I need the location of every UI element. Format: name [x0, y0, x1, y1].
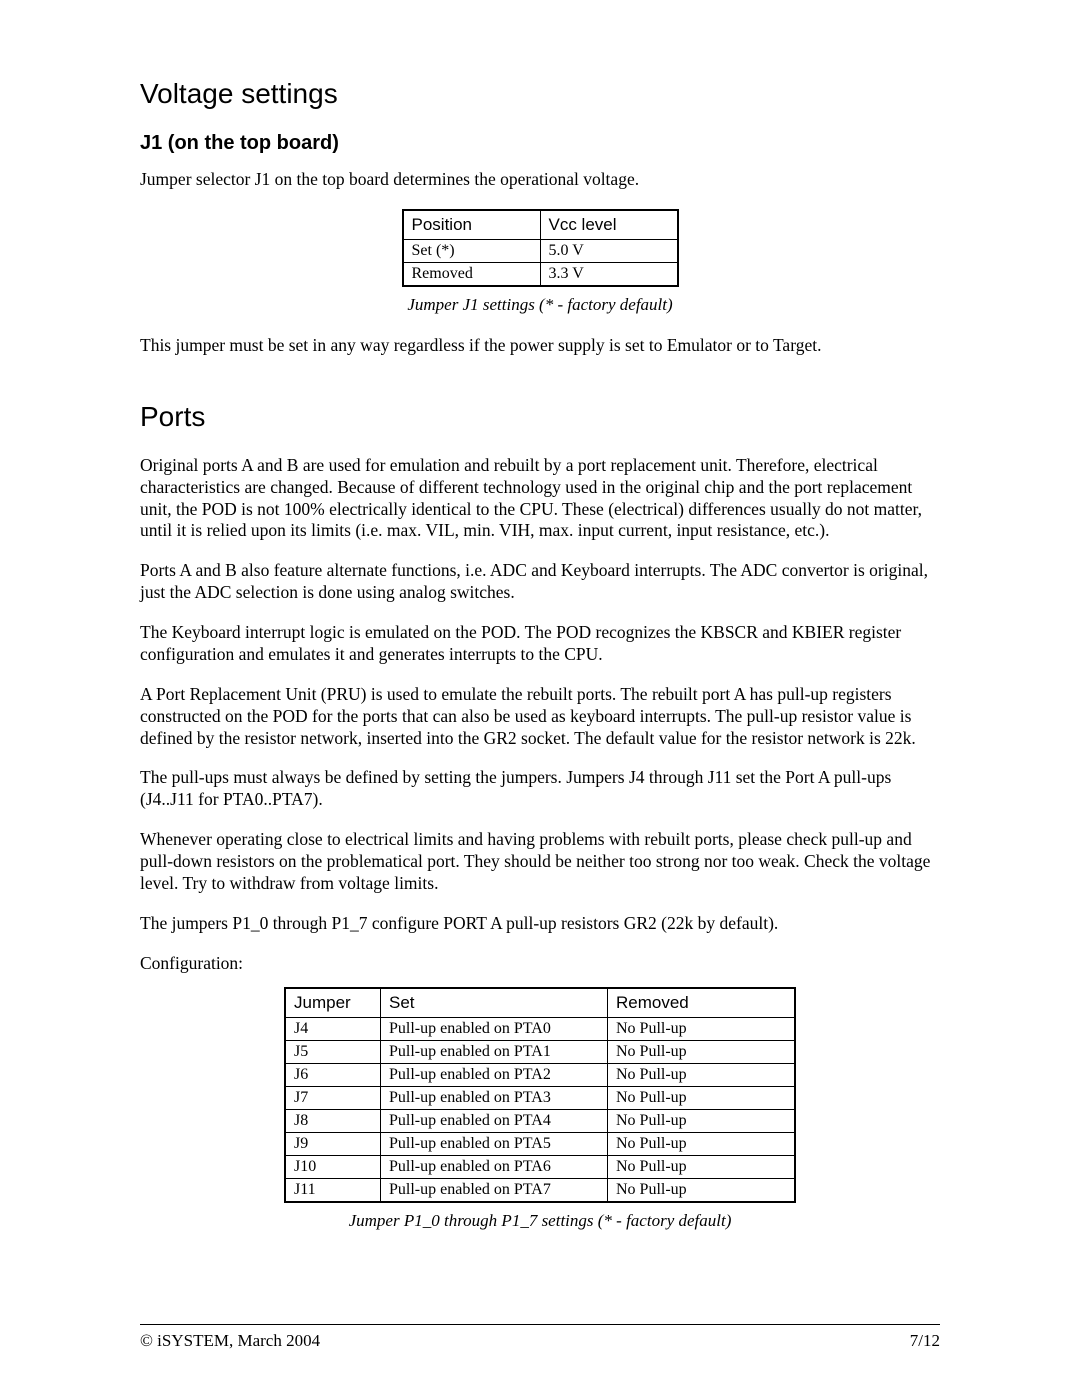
table-row: J11 Pull-up enabled on PTA7 No Pull-up	[285, 1178, 795, 1202]
table2-col-jumper: Jumper	[285, 988, 381, 1018]
paragraph-ports-4: A Port Replacement Unit (PRU) is used to…	[140, 684, 940, 750]
configuration-label: Configuration:	[140, 953, 940, 975]
table-cell: No Pull-up	[608, 1178, 796, 1202]
table-jumper-p1: Jumper Set Removed J4 Pull-up enabled on…	[284, 987, 796, 1203]
table-cell: Pull-up enabled on PTA6	[381, 1155, 608, 1178]
paragraph-ports-6: Whenever operating close to electrical l…	[140, 829, 940, 895]
paragraph-j1-intro: Jumper selector J1 on the top board dete…	[140, 169, 940, 191]
table-cell: 5.0 V	[540, 239, 678, 262]
table-cell: J6	[285, 1063, 381, 1086]
paragraph-ports-1: Original ports A and B are used for emul…	[140, 455, 940, 543]
heading-j1: J1 (on the top board)	[140, 132, 940, 155]
paragraph-ports-5: The pull-ups must always be defined by s…	[140, 767, 940, 811]
table-row: J5 Pull-up enabled on PTA1 No Pull-up	[285, 1040, 795, 1063]
table-row: J6 Pull-up enabled on PTA2 No Pull-up	[285, 1063, 795, 1086]
table-cell: J11	[285, 1178, 381, 1202]
table-row: Removed 3.3 V	[403, 262, 678, 286]
table-cell: J10	[285, 1155, 381, 1178]
table-cell: 3.3 V	[540, 262, 678, 286]
table1-col-vcc: Vcc level	[540, 210, 678, 240]
table1-col-position: Position	[403, 210, 541, 240]
table2-caption: Jumper P1_0 through P1_7 settings (* - f…	[140, 1211, 940, 1231]
table-cell: Pull-up enabled on PTA5	[381, 1132, 608, 1155]
table-cell: Pull-up enabled on PTA4	[381, 1109, 608, 1132]
table-row: Set (*) 5.0 V	[403, 239, 678, 262]
page-footer: © iSYSTEM, March 2004 7/12	[140, 1324, 940, 1351]
table-cell: J5	[285, 1040, 381, 1063]
footer-page-number: 7/12	[910, 1331, 940, 1351]
table-cell: No Pull-up	[608, 1040, 796, 1063]
table-cell: Pull-up enabled on PTA1	[381, 1040, 608, 1063]
table-row: J7 Pull-up enabled on PTA3 No Pull-up	[285, 1086, 795, 1109]
heading-voltage-settings: Voltage settings	[140, 78, 940, 110]
table-row: J8 Pull-up enabled on PTA4 No Pull-up	[285, 1109, 795, 1132]
table2-col-removed: Removed	[608, 988, 796, 1018]
table2-wrap: Jumper Set Removed J4 Pull-up enabled on…	[140, 987, 940, 1203]
table-cell: No Pull-up	[608, 1155, 796, 1178]
table-cell: J4	[285, 1017, 381, 1040]
paragraph-ports-7: The jumpers P1_0 through P1_7 configure …	[140, 913, 940, 935]
paragraph-ports-3: The Keyboard interrupt logic is emulated…	[140, 622, 940, 666]
table-row: J10 Pull-up enabled on PTA6 No Pull-up	[285, 1155, 795, 1178]
table-cell: No Pull-up	[608, 1063, 796, 1086]
table-cell: J9	[285, 1132, 381, 1155]
page: Voltage settings J1 (on the top board) J…	[0, 0, 1080, 1397]
table-cell: J8	[285, 1109, 381, 1132]
paragraph-j1-note: This jumper must be set in any way regar…	[140, 335, 940, 357]
heading-ports: Ports	[140, 401, 940, 433]
table-cell: Pull-up enabled on PTA7	[381, 1178, 608, 1202]
table1-caption: Jumper J1 settings (* - factory default)	[140, 295, 940, 315]
footer-copyright: © iSYSTEM, March 2004	[140, 1331, 320, 1351]
table1-wrap: Position Vcc level Set (*) 5.0 V Removed…	[140, 209, 940, 287]
table-cell: Pull-up enabled on PTA0	[381, 1017, 608, 1040]
table-cell: Removed	[403, 262, 541, 286]
table-j1-settings: Position Vcc level Set (*) 5.0 V Removed…	[402, 209, 679, 287]
table-cell: No Pull-up	[608, 1132, 796, 1155]
table-cell: J7	[285, 1086, 381, 1109]
table2-col-set: Set	[381, 988, 608, 1018]
table-cell: Pull-up enabled on PTA3	[381, 1086, 608, 1109]
paragraph-ports-2: Ports A and B also feature alternate fun…	[140, 560, 940, 604]
table-row: J9 Pull-up enabled on PTA5 No Pull-up	[285, 1132, 795, 1155]
table-row: J4 Pull-up enabled on PTA0 No Pull-up	[285, 1017, 795, 1040]
table-cell: Set (*)	[403, 239, 541, 262]
table-cell: Pull-up enabled on PTA2	[381, 1063, 608, 1086]
table-cell: No Pull-up	[608, 1109, 796, 1132]
table-cell: No Pull-up	[608, 1086, 796, 1109]
table-cell: No Pull-up	[608, 1017, 796, 1040]
